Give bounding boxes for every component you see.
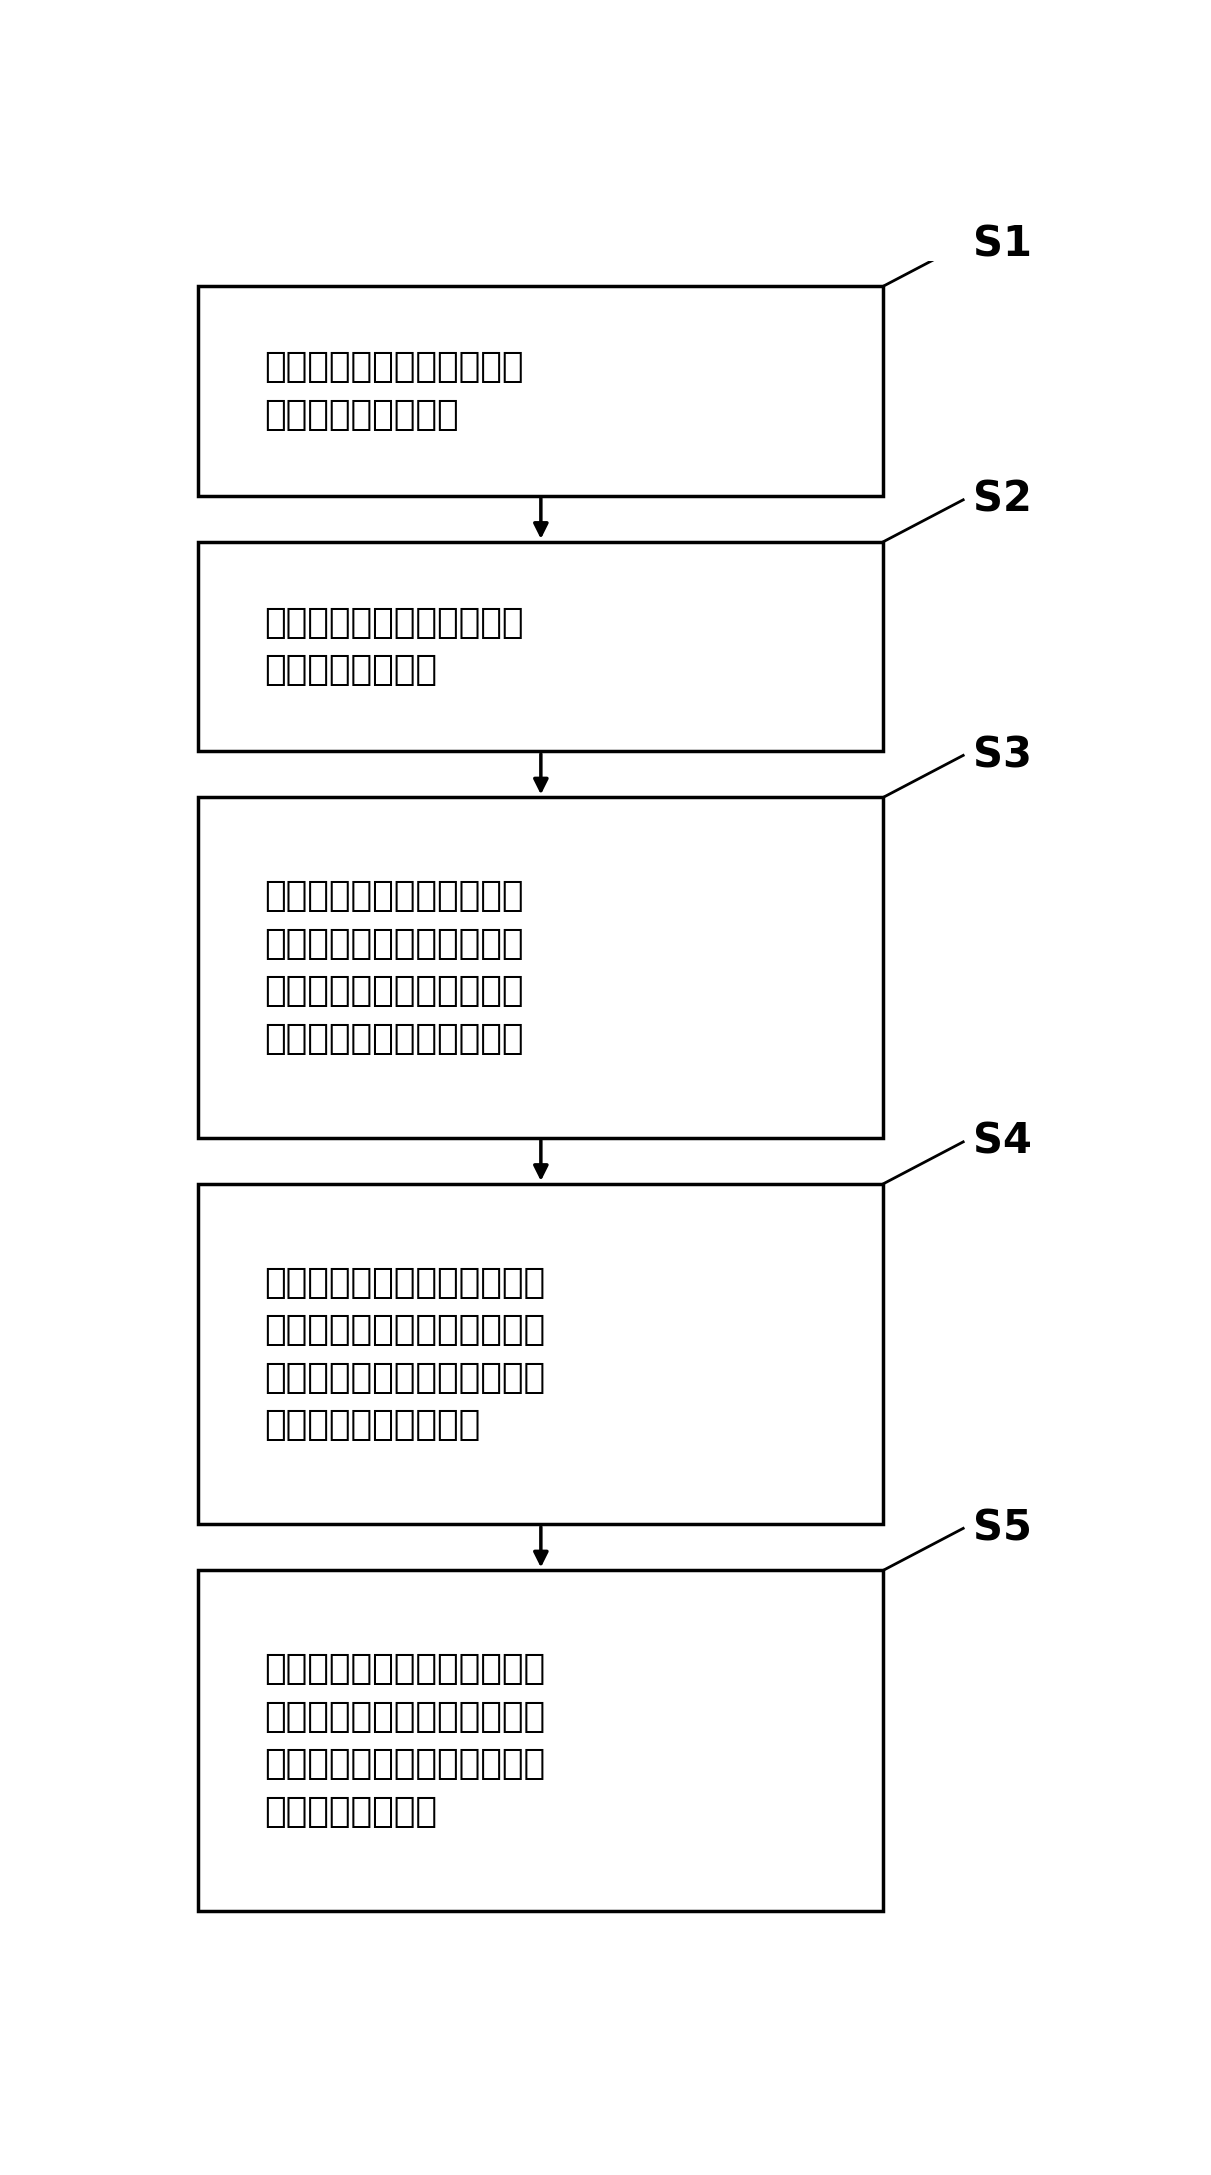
Text: S2: S2 (972, 478, 1032, 520)
Bar (199, 1570, 884, 1910)
Bar (199, 287, 884, 496)
Text: S5: S5 (972, 1507, 1032, 1549)
Text: 将一洗过滤器底部的一洗低聚
物收集到二洗搅拌罐里，加入
洗水搅拌洗涤后进入二洗过滤
器过滤形成二洗低聚物: 将一洗过滤器底部的一洗低聚 物收集到二洗搅拌罐里，加入 洗水搅拌洗涤后进入二洗过… (264, 1266, 545, 1442)
Text: S3: S3 (972, 735, 1032, 776)
Text: 混合液泵入混合过滤器内过
滤形成低聚物滤饼: 混合液泵入混合过滤器内过 滤形成低聚物滤饼 (264, 605, 523, 687)
Text: S4: S4 (972, 1120, 1032, 1164)
Bar (199, 542, 884, 750)
Text: 将二洗过滤器底部的二洗低聚
物收集到混料仓，经由进料器
均匀加入干燥器中加热干燥得
到低聚物回收产品: 将二洗过滤器底部的二洗低聚 物收集到混料仓，经由进料器 均匀加入干燥器中加热干燥… (264, 1653, 545, 1829)
Bar (199, 798, 884, 1138)
Text: 收集滤液和洗液存储于滤液
混合储槽形成混合液: 收集滤液和洗液存储于滤液 混合储槽形成混合液 (264, 350, 523, 431)
Bar (199, 1183, 884, 1525)
Text: S1: S1 (972, 224, 1032, 265)
Text: 将混合过滤器底部低聚物滤
饼收集到一洗搅拌罐里，加
入洗水搅拌洗涤后进入一洗
过滤器过滤形成一洗低聚物: 将混合过滤器底部低聚物滤 饼收集到一洗搅拌罐里，加 入洗水搅拌洗涤后进入一洗 过… (264, 879, 523, 1055)
